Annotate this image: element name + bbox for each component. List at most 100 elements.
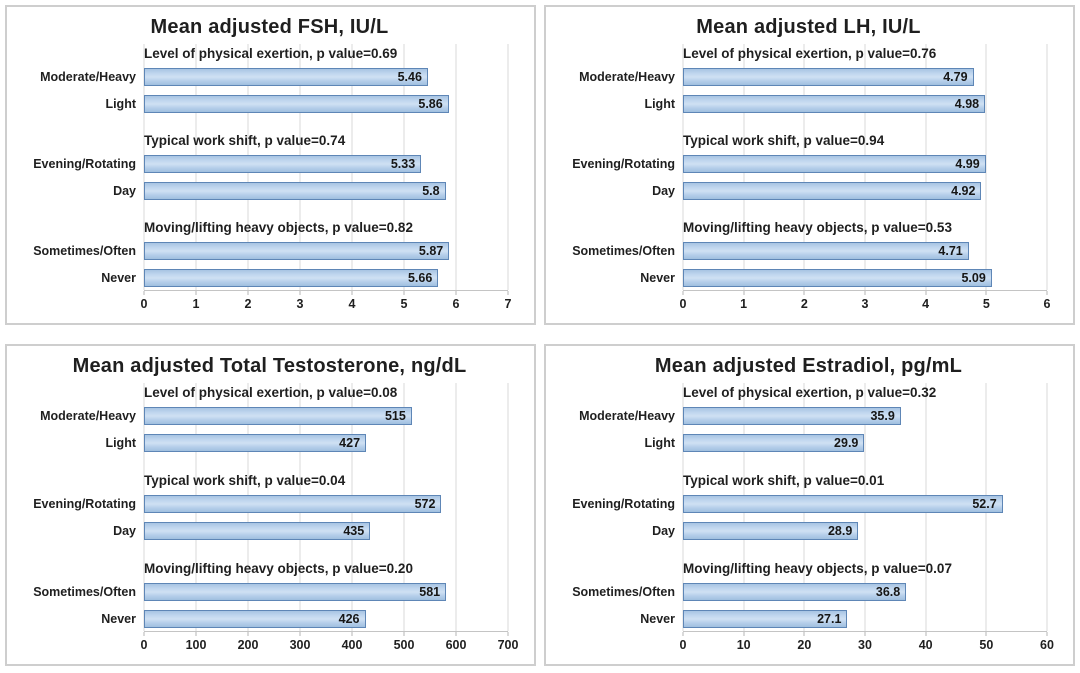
bar-row: Light 5.86: [13, 90, 508, 117]
value-label: 4.71: [938, 243, 963, 258]
tick-mark: [864, 632, 866, 636]
value-label: 5.66: [407, 270, 433, 285]
bar: 427: [144, 433, 367, 452]
bar: 5.66: [144, 268, 439, 287]
chart-plot-area: Level of physical exertion, p value=0.69…: [13, 42, 526, 317]
bar-rows: Level of physical exertion, p value=0.69…: [13, 44, 508, 291]
tick-label: 6: [1043, 297, 1051, 311]
tick-mark: [803, 632, 805, 636]
tick-label: 1: [740, 297, 748, 311]
value-label: 4.98: [954, 96, 980, 111]
bar-rows: Level of physical exertion, p value=0.32…: [552, 383, 1047, 632]
bar: 4.71: [683, 241, 969, 260]
bar-row: Moderate/Heavy 515: [13, 402, 508, 429]
bar-track: 581: [144, 578, 508, 605]
chart-panel-testosterone: Mean adjusted Total Testosterone, ng/dL …: [5, 344, 536, 666]
tick-label: 0: [140, 638, 148, 652]
tick-label: 20: [797, 638, 812, 652]
bar-track: 5.33: [144, 150, 508, 177]
group-gap: [552, 544, 1047, 559]
value-label: 426: [338, 611, 360, 626]
bar: 4.98: [683, 94, 986, 113]
bar: 572: [144, 494, 442, 513]
group-gap: [552, 204, 1047, 218]
group-header: Level of physical exertion, p value=0.32: [683, 385, 937, 400]
bar-track: 4.71: [683, 237, 1047, 264]
category-label: Sometimes/Often: [572, 243, 675, 258]
tick-mark: [682, 632, 684, 636]
chart-title: Mean adjusted FSH, IU/L: [150, 16, 389, 38]
bar-track: 4.98: [683, 90, 1047, 117]
tick-mark: [925, 632, 927, 636]
x-axis: 0 1 2 3 4 5 6: [679, 291, 1050, 317]
category-label: Day: [652, 523, 675, 538]
tick-label: 0: [679, 297, 687, 311]
tick-mark: [403, 632, 405, 636]
group-header: Moving/lifting heavy objects, p value=0.…: [683, 220, 952, 235]
chart-plot-area: Level of physical exertion, p value=0.08…: [13, 381, 526, 658]
category-label: Evening/Rotating: [33, 156, 136, 171]
bar: 581: [144, 582, 447, 601]
tick-label: 2: [244, 297, 252, 311]
tick-mark: [195, 632, 197, 636]
tick-label: 7: [504, 297, 512, 311]
tick-mark: [299, 291, 301, 295]
bar-row: Never 5.66: [13, 264, 508, 291]
tick-label: 4: [348, 297, 356, 311]
bar-track: 28.9: [683, 517, 1047, 544]
tick-label: 3: [296, 297, 304, 311]
bar-row: Sometimes/Often 5.87: [13, 237, 508, 264]
bar-track: 5.66: [144, 264, 508, 291]
bar-track: 5.09: [683, 264, 1047, 291]
bar-track: 52.7: [683, 490, 1047, 517]
bar: 4.99: [683, 154, 986, 173]
bar-track: 35.9: [683, 402, 1047, 429]
value-label: 5.86: [418, 96, 443, 111]
tick-mark: [925, 291, 927, 295]
bar: 29.9: [683, 433, 865, 452]
bar: 4.92: [683, 181, 982, 200]
bar-track: 5.46: [144, 63, 508, 90]
value-label: 4.99: [955, 156, 980, 171]
bar-row: Day 435: [13, 517, 508, 544]
tick-mark: [455, 632, 457, 636]
bar: 36.8: [683, 582, 907, 601]
tick-label: 600: [445, 638, 467, 652]
bar-row: Evening/Rotating 52.7: [552, 490, 1047, 517]
bar-track: 426: [144, 605, 508, 632]
category-label: Moderate/Heavy: [40, 69, 136, 84]
bar-row: Day 28.9: [552, 517, 1047, 544]
bar: 5.8: [144, 181, 446, 200]
group-header: Level of physical exertion, p value=0.69: [144, 46, 398, 61]
tick-label: 40: [918, 638, 933, 652]
bar: 4.79: [683, 67, 974, 86]
bar: 435: [144, 521, 371, 540]
chart-plot-area: Level of physical exertion, p value=0.32…: [552, 381, 1065, 658]
bar-track: 29.9: [683, 429, 1047, 456]
tick-label: 1: [192, 297, 200, 311]
group-gap: [552, 117, 1047, 131]
bar: 515: [144, 406, 412, 425]
bar: 5.33: [144, 154, 422, 173]
group-header: Typical work shift, p value=0.04: [144, 473, 346, 488]
bar: 5.46: [144, 67, 428, 86]
category-label: Light: [105, 96, 136, 111]
value-label: 28.9: [827, 523, 853, 538]
bar-track: 36.8: [683, 578, 1047, 605]
tick-label: 700: [497, 638, 519, 652]
category-label: Evening/Rotating: [33, 496, 136, 511]
tick-label: 4: [922, 297, 930, 311]
bar: 5.09: [683, 268, 992, 287]
value-label: 5.87: [418, 243, 444, 258]
bar-track: 427: [144, 429, 508, 456]
group-header: Level of physical exertion, p value=0.76: [683, 46, 937, 61]
bar: 5.86: [144, 94, 449, 113]
gridline: [455, 44, 457, 290]
tick-mark: [351, 291, 353, 295]
bar-row: Moderate/Heavy 35.9: [552, 402, 1047, 429]
x-axis: 0 10 20 30 40 50 60: [680, 632, 1054, 658]
value-label: 4.79: [943, 69, 968, 84]
category-label: Never: [640, 270, 675, 285]
tick-mark: [985, 632, 987, 636]
category-label: Moderate/Heavy: [579, 408, 675, 423]
